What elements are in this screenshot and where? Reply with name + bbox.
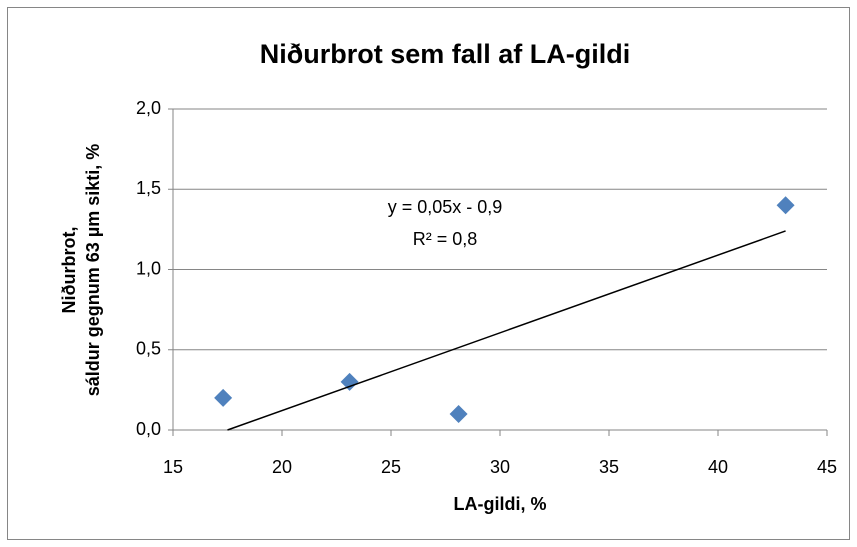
x-axis-label: LA-gildi, %: [454, 494, 547, 514]
x-tick-label: 15: [163, 457, 183, 477]
y-axis-label: sáldur gegnum 63 µm sikti, %: [83, 144, 103, 396]
x-tick-label: 30: [490, 457, 510, 477]
y-tick-label: 1,5: [136, 178, 161, 198]
data-point: [214, 388, 233, 407]
data-point: [449, 404, 468, 423]
x-tick-label: 20: [272, 457, 292, 477]
r-squared: R² = 0,8: [413, 229, 478, 249]
x-tick-label: 35: [599, 457, 619, 477]
data-point: [340, 372, 359, 391]
x-tick-label: 45: [817, 457, 837, 477]
y-tick-label: 0,5: [136, 339, 161, 359]
y-tick-label: 2,0: [136, 98, 161, 118]
x-tick-label: 25: [381, 457, 401, 477]
data-point: [776, 196, 795, 215]
chart-border: [7, 7, 850, 540]
trendline-equation: y = 0,05x - 0,9: [388, 197, 503, 217]
trendline: [227, 230, 786, 431]
chart-title: Niðurbrot sem fall af LA-gildi: [260, 39, 631, 69]
y-tick-label: 1,0: [136, 258, 161, 278]
y-tick-label: 0,0: [136, 419, 161, 439]
x-tick-label: 40: [708, 457, 728, 477]
y-axis-label: Niðurbrot,: [59, 227, 79, 314]
